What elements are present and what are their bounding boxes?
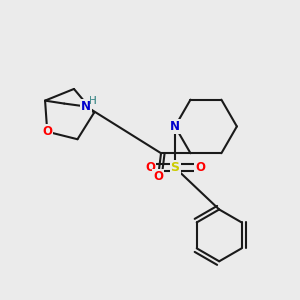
Text: O: O	[42, 125, 52, 138]
Text: O: O	[145, 161, 155, 174]
Text: N: N	[81, 100, 91, 113]
Text: N: N	[170, 120, 180, 133]
Text: H: H	[89, 96, 97, 106]
Text: O: O	[195, 161, 205, 174]
Text: H: H	[89, 96, 97, 106]
Text: S: S	[170, 161, 179, 174]
Text: S: S	[170, 161, 179, 174]
Text: O: O	[42, 125, 52, 138]
Text: O: O	[195, 161, 205, 174]
Text: N: N	[81, 100, 91, 113]
Text: N: N	[170, 120, 180, 133]
Text: O: O	[153, 170, 163, 183]
Text: O: O	[145, 161, 155, 174]
Text: O: O	[153, 170, 163, 183]
